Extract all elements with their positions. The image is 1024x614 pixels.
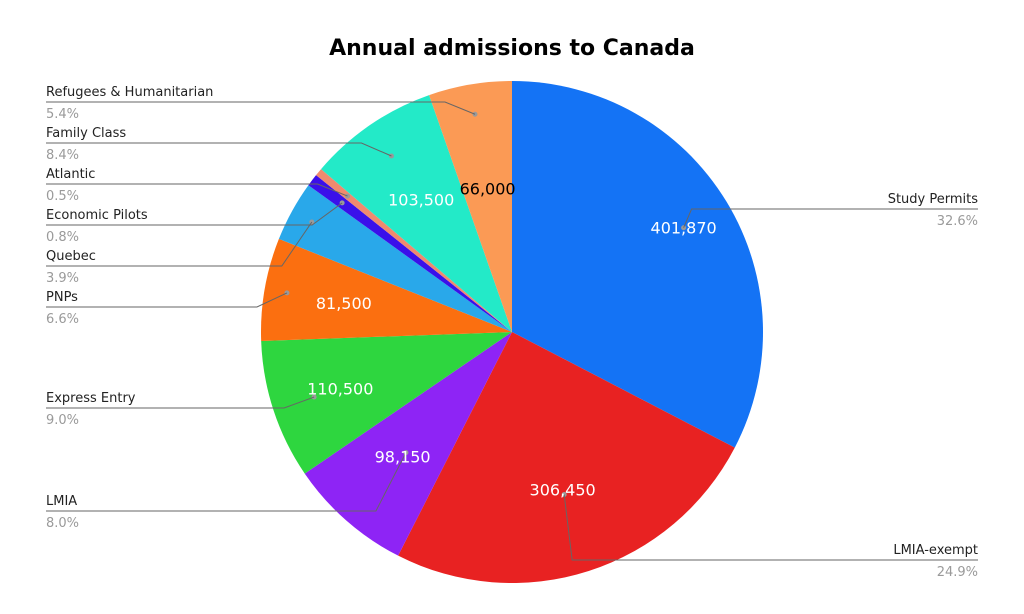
slice-pnps bbox=[260, 238, 512, 341]
slice-refugees-and-humanitarian bbox=[429, 81, 512, 332]
slice-lmia-exempt bbox=[398, 332, 735, 583]
percent-label-quebec: 3.9% bbox=[46, 271, 79, 286]
value-label-lmia: 98,150 bbox=[375, 447, 431, 466]
value-label-express-entry: 110,500 bbox=[307, 379, 373, 398]
leader-line-lmia bbox=[46, 452, 407, 512]
percent-label-pnps: 6.6% bbox=[46, 312, 79, 327]
leader-line-quebec bbox=[46, 221, 313, 267]
category-label-lmia-exempt: LMIA-exempt bbox=[893, 543, 978, 558]
slice-lmia bbox=[304, 332, 512, 556]
leader-lines bbox=[46, 101, 978, 561]
percent-label-study-permits: 32.6% bbox=[937, 214, 978, 229]
value-label-family-class: 103,500 bbox=[388, 190, 454, 209]
leader-line-lmia-exempt bbox=[563, 494, 978, 561]
slice-quebec bbox=[278, 185, 512, 332]
category-label-quebec: Quebec bbox=[46, 249, 96, 264]
value-label-refugees-and-humanitarian: 66,000 bbox=[460, 179, 516, 198]
percent-label-express-entry: 9.0% bbox=[46, 413, 79, 428]
percent-label-refugees-and-humanitarian: 5.4% bbox=[46, 107, 79, 122]
value-label-lmia-exempt: 306,450 bbox=[530, 481, 596, 500]
chart-title: Annual admissions to Canada bbox=[329, 36, 695, 61]
slice-express-entry bbox=[261, 332, 512, 474]
percent-label-economic-pilots: 0.8% bbox=[46, 230, 79, 245]
percent-label-lmia-exempt: 24.9% bbox=[937, 565, 978, 580]
leader-line-atlantic bbox=[46, 183, 348, 197]
leader-line-express-entry bbox=[46, 396, 315, 409]
leader-line-refugees-and-humanitarian bbox=[46, 101, 476, 115]
percent-label-family-class: 8.4% bbox=[46, 148, 79, 163]
category-label-express-entry: Express Entry bbox=[46, 391, 136, 406]
slice-economic-pilots bbox=[308, 175, 512, 332]
slice-family-class bbox=[321, 95, 512, 332]
category-label-pnps: PNPs bbox=[46, 290, 78, 305]
slice-study-permits bbox=[512, 81, 763, 448]
category-label-refugees-and-humanitarian: Refugees & Humanitarian bbox=[46, 85, 213, 100]
pie-slices bbox=[260, 81, 763, 583]
value-label-pnps: 81,500 bbox=[316, 294, 372, 313]
leader-line-pnps bbox=[46, 292, 288, 308]
percent-label-lmia: 8.0% bbox=[46, 516, 79, 531]
category-label-economic-pilots: Economic Pilots bbox=[46, 208, 148, 223]
leader-line-economic-pilots bbox=[46, 202, 343, 226]
leader-line-family-class bbox=[46, 142, 392, 157]
percent-label-atlantic: 0.5% bbox=[46, 189, 79, 204]
category-label-lmia: LMIA bbox=[46, 494, 77, 509]
slice-labels: 401,870 Study Permits 32.6% 306,450 LMIA-exe… bbox=[46, 85, 978, 580]
value-label-study-permits: 401,870 bbox=[651, 219, 717, 238]
category-label-family-class: Family Class bbox=[46, 126, 126, 141]
slice-atlantic bbox=[316, 169, 512, 332]
leader-line-study-permits bbox=[683, 208, 978, 228]
category-label-study-permits: Study Permits bbox=[888, 192, 979, 207]
category-label-atlantic: Atlantic bbox=[46, 167, 95, 182]
